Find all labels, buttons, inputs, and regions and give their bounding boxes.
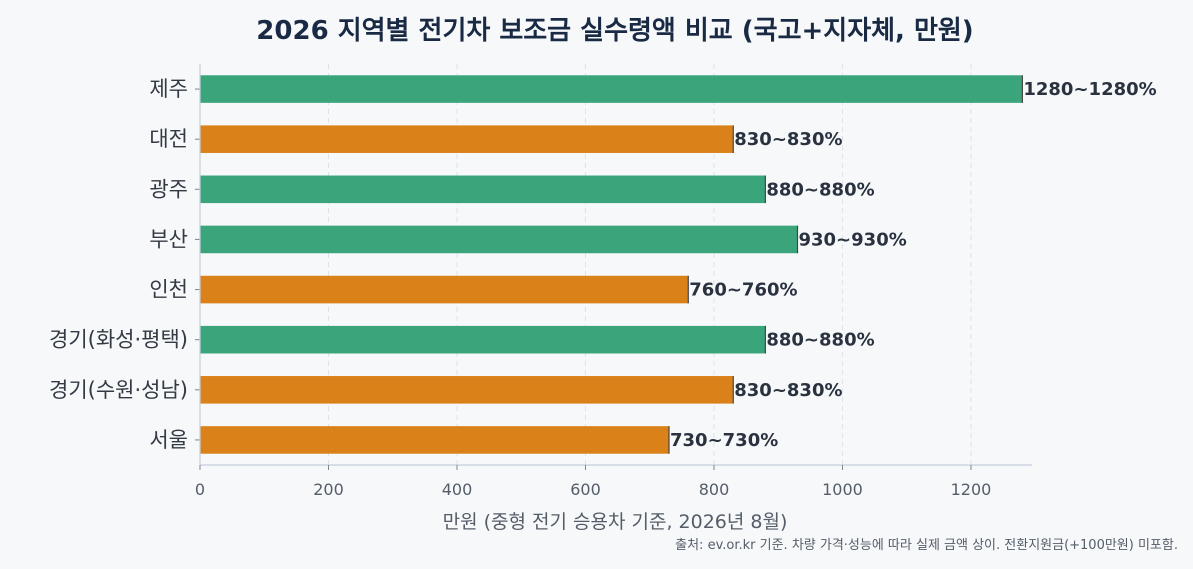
y-tick-label: 제주 (149, 77, 188, 101)
x-tick-label: 0 (195, 480, 205, 499)
y-tick-label: 경기(수원·성남) (49, 378, 188, 402)
data-label: 930~930% (798, 229, 906, 250)
x-tick-label: 400 (442, 480, 473, 499)
bar (200, 376, 734, 404)
y-tick-label: 대전 (149, 127, 188, 151)
x-tick-label: 1200 (951, 480, 992, 499)
bar (200, 125, 734, 153)
y-tick-label: 경기(화성·평택) (49, 328, 188, 352)
data-label: 880~880% (766, 330, 874, 351)
x-tick-label: 600 (570, 480, 601, 499)
y-tick-label: 부산 (149, 227, 188, 251)
x-tick-label: 200 (313, 480, 344, 499)
data-label: 830~830% (734, 129, 842, 150)
data-label: 880~880% (766, 179, 874, 200)
bar (200, 75, 1023, 103)
bars-layer: 1280~1280% 830~830% 880~880% 930~930% 760~76… (200, 75, 1157, 454)
data-label: 830~830% (734, 380, 842, 401)
bar (200, 175, 766, 204)
data-label: 1280~1280% (1023, 79, 1156, 100)
chart-title: 2026 지역별 전기차 보조금 실수령액 비교 (국고+지자체, 만원) (256, 16, 973, 46)
y-tick-label: 서울 (149, 428, 188, 452)
bar (200, 275, 689, 304)
y-tick-label: 광주 (149, 177, 188, 201)
y-tick-label: 인천 (149, 278, 188, 302)
bar (200, 225, 798, 254)
x-tick-label: 800 (699, 480, 730, 499)
data-label: 730~730% (670, 430, 778, 451)
x-tick-label: 1000 (822, 480, 863, 499)
bar (200, 325, 766, 354)
bar (200, 426, 670, 454)
source-note: 출처: ev.or.kr 기준. 차량 가격·성능에 따라 실제 금액 상이. … (675, 538, 1178, 553)
x-axis-label: 만원 (중형 전기 승용차 기준, 2026년 8월) (443, 511, 788, 533)
data-label: 760~760% (689, 280, 797, 301)
